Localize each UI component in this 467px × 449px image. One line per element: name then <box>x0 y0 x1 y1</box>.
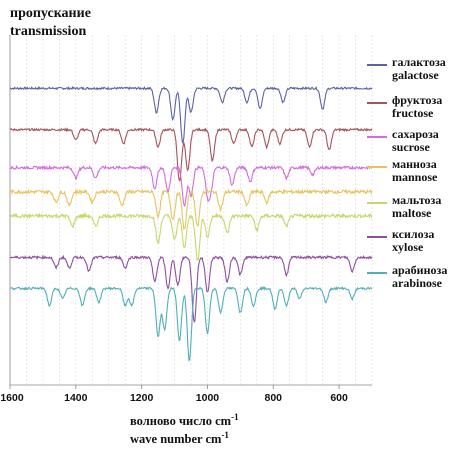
legend-swatch <box>367 236 387 238</box>
x-tick-label: 1600 <box>0 392 24 404</box>
legend-swatch <box>367 102 387 104</box>
legend-label: ксилоза xylose <box>392 228 434 254</box>
legend-label-ru: ксилоза <box>392 227 435 241</box>
legend-label-en: arabinose <box>392 276 443 290</box>
series-line-arabinose <box>9 285 373 362</box>
legend-label-en: mannose <box>392 170 438 184</box>
x-tick-label: 600 <box>330 392 348 404</box>
x-tick-label: 1000 <box>196 392 220 404</box>
series-line-maltose <box>9 212 373 261</box>
legend-label: манноза mannose <box>392 158 437 184</box>
legend-label-en: xylose <box>392 240 424 254</box>
y-axis-label-ru: пропускание <box>10 6 91 21</box>
legend-label-en: sucrose <box>392 140 430 154</box>
x-tick-label: 800 <box>265 392 283 404</box>
series-line-galactose <box>9 85 373 144</box>
series-line-sucrose <box>9 164 373 208</box>
legend-label-en: fructose <box>392 106 434 120</box>
x-tick-label: 1400 <box>64 392 88 404</box>
legend-swatch <box>367 136 387 138</box>
legend-label: арабиноза arabinose <box>392 264 447 290</box>
legend-label-ru: мальтоза <box>392 193 442 207</box>
legend-swatch <box>367 272 387 274</box>
x-axis-label-en: wave number cm-1 <box>130 430 229 447</box>
legend-label: сахароза sucrose <box>392 128 439 154</box>
x-tick-label: 1200 <box>130 392 154 404</box>
legend-label-en: galactose <box>392 68 439 82</box>
legend-label-ru: манноза <box>392 157 437 171</box>
legend-label-ru: сахароза <box>392 127 439 141</box>
legend-label: фруктоза fructose <box>392 94 442 120</box>
legend-label: мальтоза maltose <box>392 194 441 220</box>
series-line-xylose <box>9 254 373 324</box>
x-axis-label-ru: волново число cm-1 <box>130 412 239 429</box>
legend-label: галактоза galactose <box>392 56 446 82</box>
y-axis-label-en: transmission <box>10 24 87 39</box>
legend-label-ru: фруктоза <box>392 93 443 107</box>
legend-label-ru: галактоза <box>392 55 446 69</box>
series-line-fructose <box>9 127 373 182</box>
legend-swatch <box>367 166 387 168</box>
legend-swatch <box>367 64 387 66</box>
legend-swatch <box>367 202 387 204</box>
series-line-mannose <box>9 188 373 231</box>
legend-label-ru: арабиноза <box>392 263 448 277</box>
legend-label-en: maltose <box>392 206 432 220</box>
